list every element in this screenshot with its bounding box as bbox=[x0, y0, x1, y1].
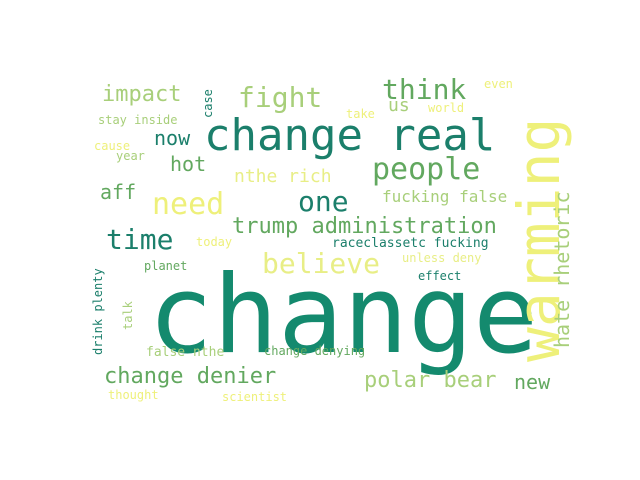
cloud-word-think: think bbox=[382, 73, 467, 106]
cloud-word-even: even bbox=[484, 77, 513, 91]
cloud-word-hate-rhetoric: hate rhetoric bbox=[550, 191, 574, 348]
cloud-word-scientist: scientist bbox=[222, 390, 288, 404]
cloud-word-world: world bbox=[428, 101, 465, 115]
cloud-word-change-real: change real bbox=[204, 110, 496, 161]
cloud-word-one: one bbox=[298, 185, 349, 218]
cloud-word-cause: cause bbox=[94, 139, 131, 153]
cloud-word-thought: thought bbox=[108, 388, 159, 402]
cloud-word-trump-administration: trump administration bbox=[232, 214, 497, 239]
cloud-word-take: take bbox=[346, 107, 375, 121]
cloud-word-fucking-false: fucking false bbox=[382, 187, 508, 206]
cloud-word-need: need bbox=[152, 187, 225, 222]
cloud-word-drink-plenty: drink plenty bbox=[91, 268, 105, 355]
cloud-word-believe: believe bbox=[262, 247, 381, 280]
cloud-word-polar-bear: polar bear bbox=[364, 368, 497, 393]
cloud-word-false-nthe: false nthe bbox=[146, 345, 225, 360]
cloud-word-people: people bbox=[372, 152, 481, 187]
cloud-word-today: today bbox=[196, 235, 233, 249]
cloud-word-raceclassetc-fucking: raceclassetc fucking bbox=[332, 236, 489, 251]
cloud-word-effect: effect bbox=[418, 269, 462, 283]
cloud-word-fight: fight bbox=[238, 81, 323, 114]
cloud-word-year: year bbox=[116, 149, 145, 163]
cloud-word-impact: impact bbox=[102, 82, 182, 107]
cloud-word-stay-inside: stay inside bbox=[98, 113, 178, 127]
cloud-word-now: now bbox=[154, 126, 191, 150]
cloud-word-aff: aff bbox=[100, 180, 137, 204]
cloud-word-talk: talk bbox=[121, 301, 135, 330]
cloud-word-time: time bbox=[106, 223, 174, 256]
cloud-word-nthe-rich: nthe rich bbox=[234, 166, 332, 187]
cloud-word-new: new bbox=[514, 370, 551, 394]
cloud-word-change-denier: change denier bbox=[104, 364, 277, 389]
cloud-word-change-denying: change denying bbox=[264, 344, 366, 358]
cloud-word-case: case bbox=[201, 89, 215, 118]
cloud-word-unless-deny: unless deny bbox=[402, 251, 482, 265]
cloud-word-change: change bbox=[148, 253, 539, 378]
cloud-word-us: us bbox=[388, 95, 410, 116]
cloud-word-planet: planet bbox=[144, 259, 188, 273]
cloud-word-hot: hot bbox=[170, 152, 207, 176]
